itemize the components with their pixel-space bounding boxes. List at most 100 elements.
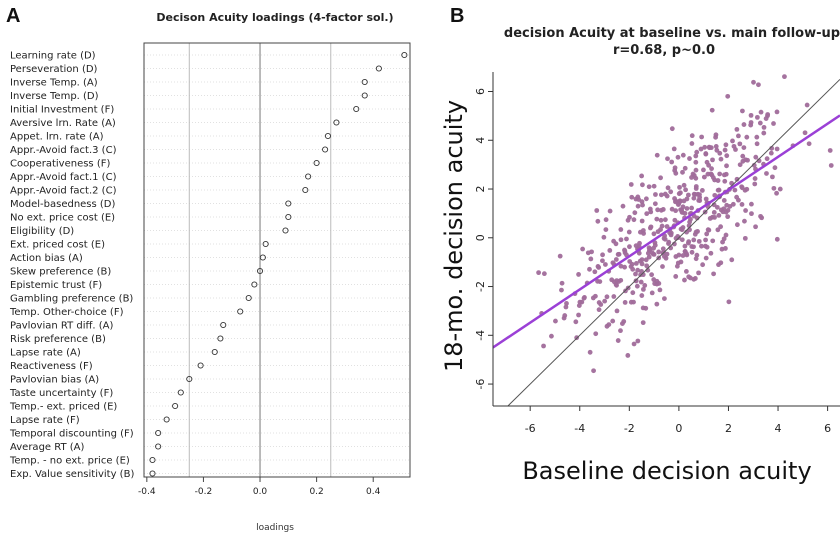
scatter-point [631,341,637,347]
scatter-point [731,143,737,149]
scatter-point [774,146,780,152]
loading-point [401,51,408,59]
scatter-point [736,133,741,139]
loading-point [361,78,368,86]
x-tick-label: 0.0 [253,487,268,497]
scatter-point [672,217,678,223]
scatter-point [729,257,735,263]
scatter-point [628,182,634,187]
scatter-point [676,191,682,197]
scatter-point [651,231,657,237]
scatter-point [658,207,664,213]
variable-label: Aversive lrn. Rate (A) [10,118,116,129]
scatter-point [712,192,718,198]
scatter-point [564,301,569,306]
scatter-point [618,227,624,232]
variable-label: Reactiveness (F) [10,361,93,372]
scatter-point [770,174,775,180]
x-tick-label: 0.2 [309,487,323,497]
scatter-point [622,300,628,305]
scatter-point [686,274,692,280]
scatter-point [640,305,646,311]
scatter-point [758,213,763,219]
loading-point [285,200,292,207]
scatter-x-label: Baseline decision acuity [522,457,811,485]
scatter-point [683,268,689,274]
scatter-point [723,246,728,251]
scatter-point [763,116,769,121]
scatter-point [713,144,719,149]
scatter-x-ticks: -6 -4 -2 0 2 4 6 [525,406,831,435]
y-tick-label: -6 [474,379,487,390]
scatter-point [678,226,684,232]
scatter-point [739,202,745,207]
scatter-point [718,207,724,213]
scatter-point [600,258,605,264]
y-tick-label: -4 [474,330,487,341]
scatter-point [630,290,636,296]
scatter-point [678,207,683,213]
variable-label: Eligibility (D) [10,226,74,237]
scatter-point [709,166,714,172]
scatter-point [680,152,686,158]
scatter-point [687,219,693,225]
scatter-point [596,265,602,270]
loading-point [333,119,340,126]
scatter-subtitle: r=0.68, p~0.0 [613,43,715,58]
scatter-point [694,149,700,155]
scatter-point [703,255,709,261]
scatter-point [592,269,598,275]
loadings-reference-lines [188,43,332,477]
scatter-point [708,145,714,151]
scatter-lines [493,78,840,406]
scatter-point [732,187,738,193]
scatter-point [806,141,812,147]
scatter-point [702,144,708,150]
scatter-point [649,272,655,278]
scatter-point [711,210,717,215]
scatter-point [638,279,644,285]
loading-point [172,402,179,410]
scatter-point [662,236,668,242]
scatter-point [654,301,660,307]
scatter-point [627,214,632,220]
scatter-point [669,126,675,132]
scatter-point [626,229,632,235]
scatter-point [698,146,704,152]
scatter-point [684,196,690,202]
scatter-point [646,184,652,190]
scatter-point [685,240,691,246]
scatter-point [699,243,704,249]
loading-point [324,132,331,140]
scatter-point [675,154,681,160]
scatter-point [603,217,609,223]
scatter-point [682,277,687,283]
variable-label: Inverse Temp. (A) [10,78,98,89]
scatter-point [631,217,637,223]
loading-point [155,443,162,450]
scatter-point [740,158,746,164]
scatter-point [675,260,681,266]
scatter-point [580,246,586,252]
regression-line [493,114,840,349]
scatter-point [704,231,710,237]
scatter-point [618,277,624,283]
scatter-point [658,175,663,181]
scatter-point [718,260,724,266]
scatter-point [675,202,681,207]
scatter-points [536,74,834,374]
scatter-point [536,270,542,276]
scatter-point [703,196,709,202]
loading-point [353,105,360,113]
loading-point [282,227,289,234]
loading-point [245,294,252,302]
loading-point [259,254,266,261]
scatter-point [576,312,581,318]
scatter-point [627,244,632,250]
scatter-point [702,243,708,249]
x-tick-label: 2 [725,422,732,435]
scatter-point [603,227,609,233]
loading-point [302,186,309,194]
variable-label: Ext. priced cost (E) [10,240,105,251]
scatter-point [764,171,769,176]
